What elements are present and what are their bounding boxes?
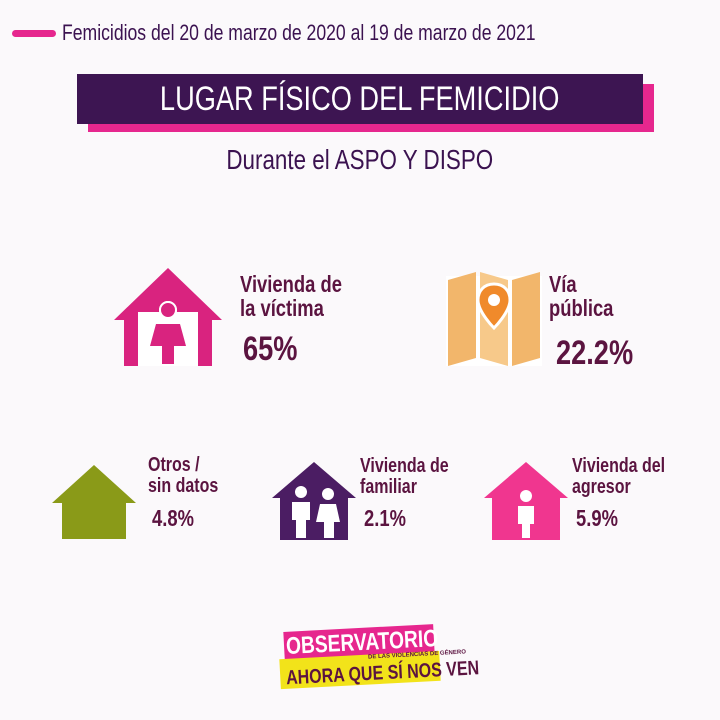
item-label-others: Otros / sin datos: [148, 454, 219, 497]
item-label-family-home: Vivienda de familiar: [360, 455, 449, 498]
house-man-icon: [484, 462, 568, 540]
item-label-aggressor-home: Vivienda del agresor: [572, 455, 666, 498]
item-value-public-road: 22.2%: [556, 334, 634, 372]
item-value-aggressor-home: 5.9%: [576, 505, 618, 531]
item-label-public-road: Vía pública: [549, 271, 614, 322]
item-label-victim-home: Vivienda de la víctima: [240, 271, 342, 322]
house-family-icon: [272, 462, 356, 540]
house-woman-icon: [114, 268, 222, 366]
page-subtitle: Durante el ASPO Y DISPO: [226, 144, 494, 175]
title-banner: LUGAR FÍSICO DEL FEMICIDIO: [77, 74, 643, 124]
item-value-family-home: 2.1%: [364, 505, 406, 531]
page-title: LUGAR FÍSICO DEL FEMICIDIO: [160, 80, 560, 118]
period-text: Femicidios del 20 de marzo de 2020 al 19…: [62, 20, 536, 45]
house-icon: [52, 465, 136, 539]
item-value-others: 4.8%: [152, 505, 194, 531]
map-pin-icon: [446, 272, 542, 366]
header-accent-line: [12, 30, 56, 37]
item-value-victim-home: 65%: [243, 330, 298, 368]
